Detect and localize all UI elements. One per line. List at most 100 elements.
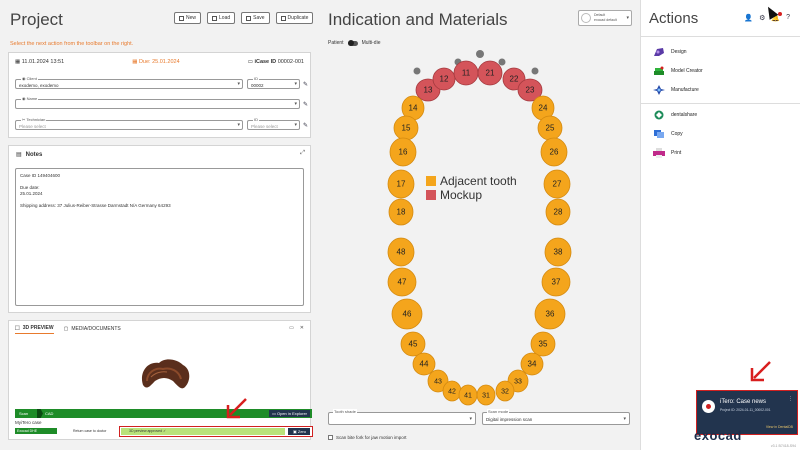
action-design[interactable]: Design — [653, 47, 687, 57]
svg-text:16: 16 — [399, 148, 408, 157]
window-icon[interactable]: ▭ — [289, 325, 294, 331]
tooth-37[interactable]: 37 — [541, 267, 571, 297]
user-icon[interactable]: 👤 — [744, 15, 754, 22]
return-case-label[interactable]: Return case to doctor — [73, 429, 107, 433]
action-print[interactable]: Print — [653, 148, 681, 158]
view-in-dentaldb-link[interactable]: View in DentalDB — [765, 425, 793, 429]
zero-button[interactable]: ▣ Zero — [288, 428, 310, 435]
tooth-14[interactable]: 14 — [401, 95, 425, 121]
itero-notification[interactable]: iTero: Case news Project ID: 2024-01-11_… — [696, 390, 798, 435]
client-id-field[interactable]: ID 00002 ▾ — [247, 76, 300, 89]
client-field[interactable]: ◉ Client exodemo, exodemo ▾ — [15, 76, 243, 89]
tooth-42[interactable]: 42 — [442, 380, 462, 402]
svg-text:34: 34 — [528, 360, 537, 369]
calendar-due-icon: ▦ — [132, 59, 139, 65]
tab-media-documents[interactable]: ▢ MEDIA/DOCUMENTS — [63, 325, 121, 332]
tooth-dot — [476, 50, 484, 58]
save-button[interactable]: Save — [241, 12, 270, 24]
created-date: ▦ 11.01.2024 13:51 — [15, 59, 65, 65]
tooth-32[interactable]: 32 — [495, 380, 515, 402]
tooth-43[interactable]: 43 — [427, 369, 449, 393]
tooth-31[interactable]: 31 — [476, 384, 496, 406]
svg-text:37: 37 — [552, 278, 561, 287]
tooth-35[interactable]: 35 — [530, 331, 556, 357]
bite-fork-label: Scan bite fork for jaw motion import — [336, 435, 407, 440]
chevron-down-icon: ▾ — [294, 101, 297, 107]
bite-fork-checkbox[interactable] — [328, 435, 333, 440]
tooth-34[interactable]: 34 — [520, 352, 544, 376]
tooth-44[interactable]: 44 — [412, 352, 436, 376]
bite-fork-option: Scan bite fork for jaw motion import — [328, 435, 407, 440]
name-field[interactable]: ◉ Name ▾ — [15, 96, 300, 109]
name-label: ◉ Name — [21, 96, 39, 101]
open-in-explorer-button[interactable]: ▭ Open in Explorer — [269, 410, 310, 417]
close-icon[interactable]: ✕ — [299, 325, 304, 331]
notes-line: Due date: — [20, 185, 40, 190]
tooth-47[interactable]: 47 — [387, 267, 417, 297]
duplicate-button[interactable]: Duplicate — [275, 12, 314, 24]
svg-text:14: 14 — [409, 104, 418, 113]
tooth-18[interactable]: 18 — [388, 198, 414, 226]
svg-text:32: 32 — [501, 389, 509, 396]
svg-text:42: 42 — [448, 389, 456, 396]
svg-text:18: 18 — [397, 208, 406, 217]
tooth-41[interactable]: 41 — [458, 384, 478, 406]
svg-text:25: 25 — [546, 124, 555, 133]
notes-textarea[interactable]: Case ID 149404600 Due date: 25.01.2024 S… — [15, 168, 304, 306]
jaw-model-image[interactable] — [137, 355, 193, 395]
tooth-23[interactable]: 23 — [517, 78, 543, 102]
tab-3d-preview[interactable]: ⬚ 3D PREVIEW — [15, 325, 54, 334]
actions-panel: Actions 👤 ⚙ 🔔 ? Design Model Creator Man… — [640, 0, 800, 450]
version-label: v3.1 B7418-S94 — [770, 444, 796, 448]
save-icon — [246, 15, 252, 21]
tooth-21[interactable]: 21 — [477, 60, 503, 86]
tooth-48[interactable]: 48 — [387, 237, 415, 267]
multidie-label: Multi-die — [361, 40, 381, 46]
technician-field[interactable]: ✂ Technician Please select ▾ — [15, 117, 243, 130]
annotation-arrow-icon — [750, 361, 771, 382]
tooth-11[interactable]: 11 — [453, 60, 479, 86]
edit-name-icon[interactable]: ✎ — [303, 102, 309, 108]
tooth-16[interactable]: 16 — [389, 137, 417, 167]
action-manufacture[interactable]: Manufacture — [653, 85, 699, 95]
svg-text:27: 27 — [553, 180, 562, 189]
notification-icon[interactable]: 🔔 — [771, 12, 782, 22]
action-model-creator[interactable]: Model Creator — [653, 66, 703, 76]
tooth-15[interactable]: 15 — [393, 115, 419, 141]
tooth-36[interactable]: 36 — [534, 298, 566, 330]
action-copy[interactable]: Copy — [653, 129, 683, 139]
action-dentalshare[interactable]: dentalshare — [653, 110, 697, 120]
exocad-logo: exocad — [694, 428, 742, 443]
scan-mode-select[interactable]: Scan mode Digital impression scan ▾ — [482, 409, 630, 425]
tooth-25[interactable]: 25 — [537, 115, 563, 141]
edit-technician-icon[interactable]: ✎ — [303, 123, 309, 129]
svg-text:48: 48 — [397, 248, 406, 257]
help-icon[interactable]: ? — [786, 14, 790, 21]
edit-client-icon[interactable]: ✎ — [303, 82, 309, 88]
annotation-arrow-icon — [226, 398, 247, 419]
folder-icon: ▭ — [247, 59, 255, 65]
copy-icon — [654, 130, 664, 138]
tooth-46[interactable]: 46 — [391, 298, 423, 330]
menu-icon[interactable]: ⋮ — [788, 396, 793, 402]
settings-icon[interactable]: ⚙ — [759, 15, 766, 22]
mode-switch[interactable] — [347, 39, 358, 46]
hint-text: Select the next action from the toolbar … — [10, 41, 134, 47]
expand-icon[interactable]: ⤢ — [300, 150, 305, 156]
tooth-38[interactable]: 38 — [544, 237, 572, 267]
exocad-dhe-button[interactable]: Exocad DHE — [15, 428, 57, 434]
tooth-13[interactable]: 13 — [415, 78, 441, 102]
tooth-shade-select[interactable]: Tooth shade ▾ — [328, 409, 476, 425]
tooth-28[interactable]: 28 — [545, 198, 571, 226]
tech-id-field[interactable]: ID Please select ▾ — [247, 117, 300, 130]
tooth-26[interactable]: 26 — [540, 137, 568, 167]
notification-title: iTero: Case news — [720, 399, 767, 405]
load-button[interactable]: Load — [207, 12, 236, 24]
tooth-27[interactable]: 27 — [543, 169, 571, 199]
divider — [641, 103, 800, 104]
tooth-45[interactable]: 45 — [400, 331, 426, 357]
tooth-12[interactable]: 12 — [432, 67, 456, 91]
tooth-17[interactable]: 17 — [387, 169, 415, 199]
new-button[interactable]: New — [174, 12, 202, 24]
profile-select[interactable]: Default exocad default ▾ — [578, 10, 632, 26]
